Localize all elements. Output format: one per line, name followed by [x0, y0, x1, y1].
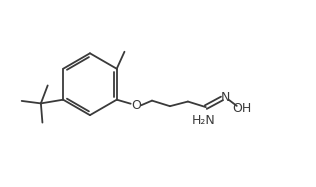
Text: O: O — [131, 99, 141, 112]
Text: H₂N: H₂N — [191, 114, 215, 127]
Text: N: N — [221, 91, 231, 104]
Text: OH: OH — [232, 102, 251, 115]
